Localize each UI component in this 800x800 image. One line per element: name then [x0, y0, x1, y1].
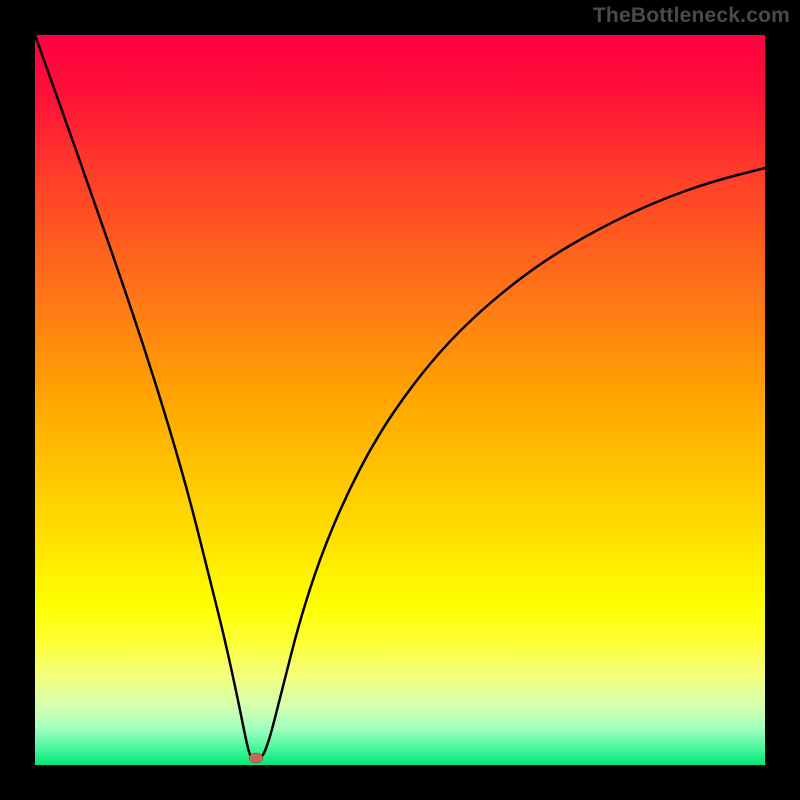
attribution-text: TheBottleneck.com [593, 4, 790, 28]
chart-svg [35, 35, 765, 765]
minimum-marker [249, 753, 263, 763]
bottleneck-curve [35, 35, 765, 758]
chart-plot-area [35, 35, 765, 765]
